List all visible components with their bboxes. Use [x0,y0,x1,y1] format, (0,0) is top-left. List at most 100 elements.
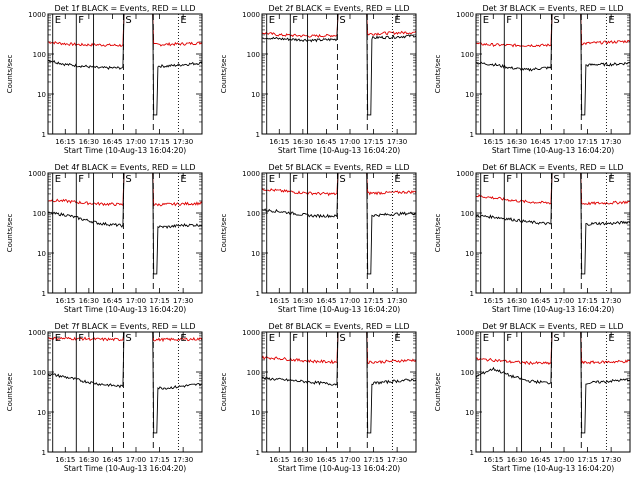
y-axis-label: Counts/sec [220,373,228,412]
x-tick-label: 17:00 [554,138,574,146]
marker-label: E [608,333,614,344]
y-tick-label: 1000 [28,329,46,337]
marker-label: E [55,15,61,26]
y-tick-label: 100 [461,210,474,218]
y-tick-label: 1 [470,131,474,139]
marker-label: S [339,333,345,344]
y-tick-label: 1000 [242,11,260,19]
events-series-line [475,331,631,434]
panel-5: Det 5f BLACK = Events, RED = LLD Counts/s… [220,163,417,314]
y-tick-label: 100 [247,369,260,377]
x-tick-label: 17:15 [363,456,383,464]
x-tick-label: 16:30 [79,456,99,464]
events-series-line [475,13,631,116]
x-tick-label: 17:30 [387,138,407,146]
x-tick-label: 17:00 [126,456,146,464]
x-tick-label: 17:15 [577,297,597,305]
events-series-line [47,331,203,434]
marker-label: S [125,174,131,185]
marker-label: E [394,15,400,26]
events-series-line [261,331,417,434]
y-tick-label: 1000 [242,329,260,337]
y-tick-label: 100 [33,51,46,59]
x-axis-label: Start Time (10-Aug-13 16:04:20) [64,146,186,155]
events-series-line [475,172,631,275]
marker-label: S [553,15,559,26]
panel-2: Det 2f BLACK = Events, RED = LLD Counts/s… [220,4,417,155]
marker-label: E [269,174,275,185]
marker-label: E [269,15,275,26]
x-tick-label: 16:15 [483,456,503,464]
y-tick-label: 1 [256,449,260,457]
x-tick-label: 16:45 [530,456,550,464]
y-axis-label: Counts/sec [6,373,14,412]
x-tick-label: 16:30 [79,138,99,146]
y-tick-label: 1000 [456,11,474,19]
x-tick-label: 17:30 [387,297,407,305]
x-axis-label: Start Time (10-Aug-13 16:04:20) [64,464,186,473]
x-tick-label: 17:00 [340,297,360,305]
y-tick-label: 1000 [28,170,46,178]
x-tick-label: 17:30 [173,138,193,146]
panel-title: Det 8f BLACK = Events, RED = LLD [268,322,409,331]
x-axis-label: Start Time (10-Aug-13 16:04:20) [492,146,614,155]
marker-label: E [269,333,275,344]
x-tick-label: 16:30 [293,297,313,305]
x-tick-label: 16:15 [483,138,503,146]
panel-1: Det 1f BLACK = Events, RED = LLD Counts/s… [6,4,203,155]
marker-label: E [608,174,614,185]
x-tick-label: 16:15 [269,456,289,464]
events-series-line [47,172,203,275]
x-tick-label: 16:30 [507,297,527,305]
x-tick-label: 17:30 [173,456,193,464]
x-tick-label: 16:30 [507,456,527,464]
events-series-line [261,13,417,116]
x-tick-label: 16:45 [102,456,122,464]
x-tick-label: 17:00 [554,297,574,305]
marker-label: F [506,333,512,344]
marker-label: F [506,174,512,185]
x-tick-label: 16:30 [293,456,313,464]
marker-label: S [553,333,559,344]
marker-label: S [125,15,131,26]
panel-title: Det 3f BLACK = Events, RED = LLD [482,4,623,13]
x-tick-label: 17:15 [363,297,383,305]
panel-6: Det 6f BLACK = Events, RED = LLD Counts/s… [434,163,631,314]
y-axis-label: Counts/sec [434,214,442,253]
marker-label: E [483,333,489,344]
x-tick-label: 17:15 [363,138,383,146]
x-tick-label: 16:45 [102,297,122,305]
x-tick-label: 17:15 [577,456,597,464]
plot-frame [261,172,417,294]
marker-label: S [339,15,345,26]
y-tick-label: 1 [470,290,474,298]
x-tick-label: 16:15 [55,138,75,146]
x-tick-label: 17:00 [554,456,574,464]
panel-title: Det 9f BLACK = Events, RED = LLD [482,322,623,331]
panel-title: Det 5f BLACK = Events, RED = LLD [268,163,409,172]
x-tick-label: 17:15 [149,297,169,305]
y-tick-label: 100 [461,51,474,59]
y-tick-label: 10 [465,409,474,417]
x-tick-label: 17:30 [387,456,407,464]
y-tick-label: 1 [470,449,474,457]
x-axis-label: Start Time (10-Aug-13 16:04:20) [492,305,614,314]
marker-label: S [125,333,131,344]
x-tick-label: 17:30 [173,297,193,305]
x-tick-label: 16:15 [483,297,503,305]
plot-frame [475,172,631,294]
marker-label: E [608,15,614,26]
marker-label: E [180,333,186,344]
x-tick-label: 16:30 [507,138,527,146]
marker-label: F [78,174,84,185]
y-axis-label: Counts/sec [6,214,14,253]
x-tick-label: 17:15 [577,138,597,146]
x-axis-label: Start Time (10-Aug-13 16:04:20) [278,464,400,473]
y-tick-label: 10 [37,409,46,417]
x-tick-label: 17:00 [126,138,146,146]
x-tick-label: 16:45 [530,297,550,305]
y-axis-label: Counts/sec [220,214,228,253]
x-tick-label: 16:45 [316,138,336,146]
y-tick-label: 10 [37,250,46,258]
